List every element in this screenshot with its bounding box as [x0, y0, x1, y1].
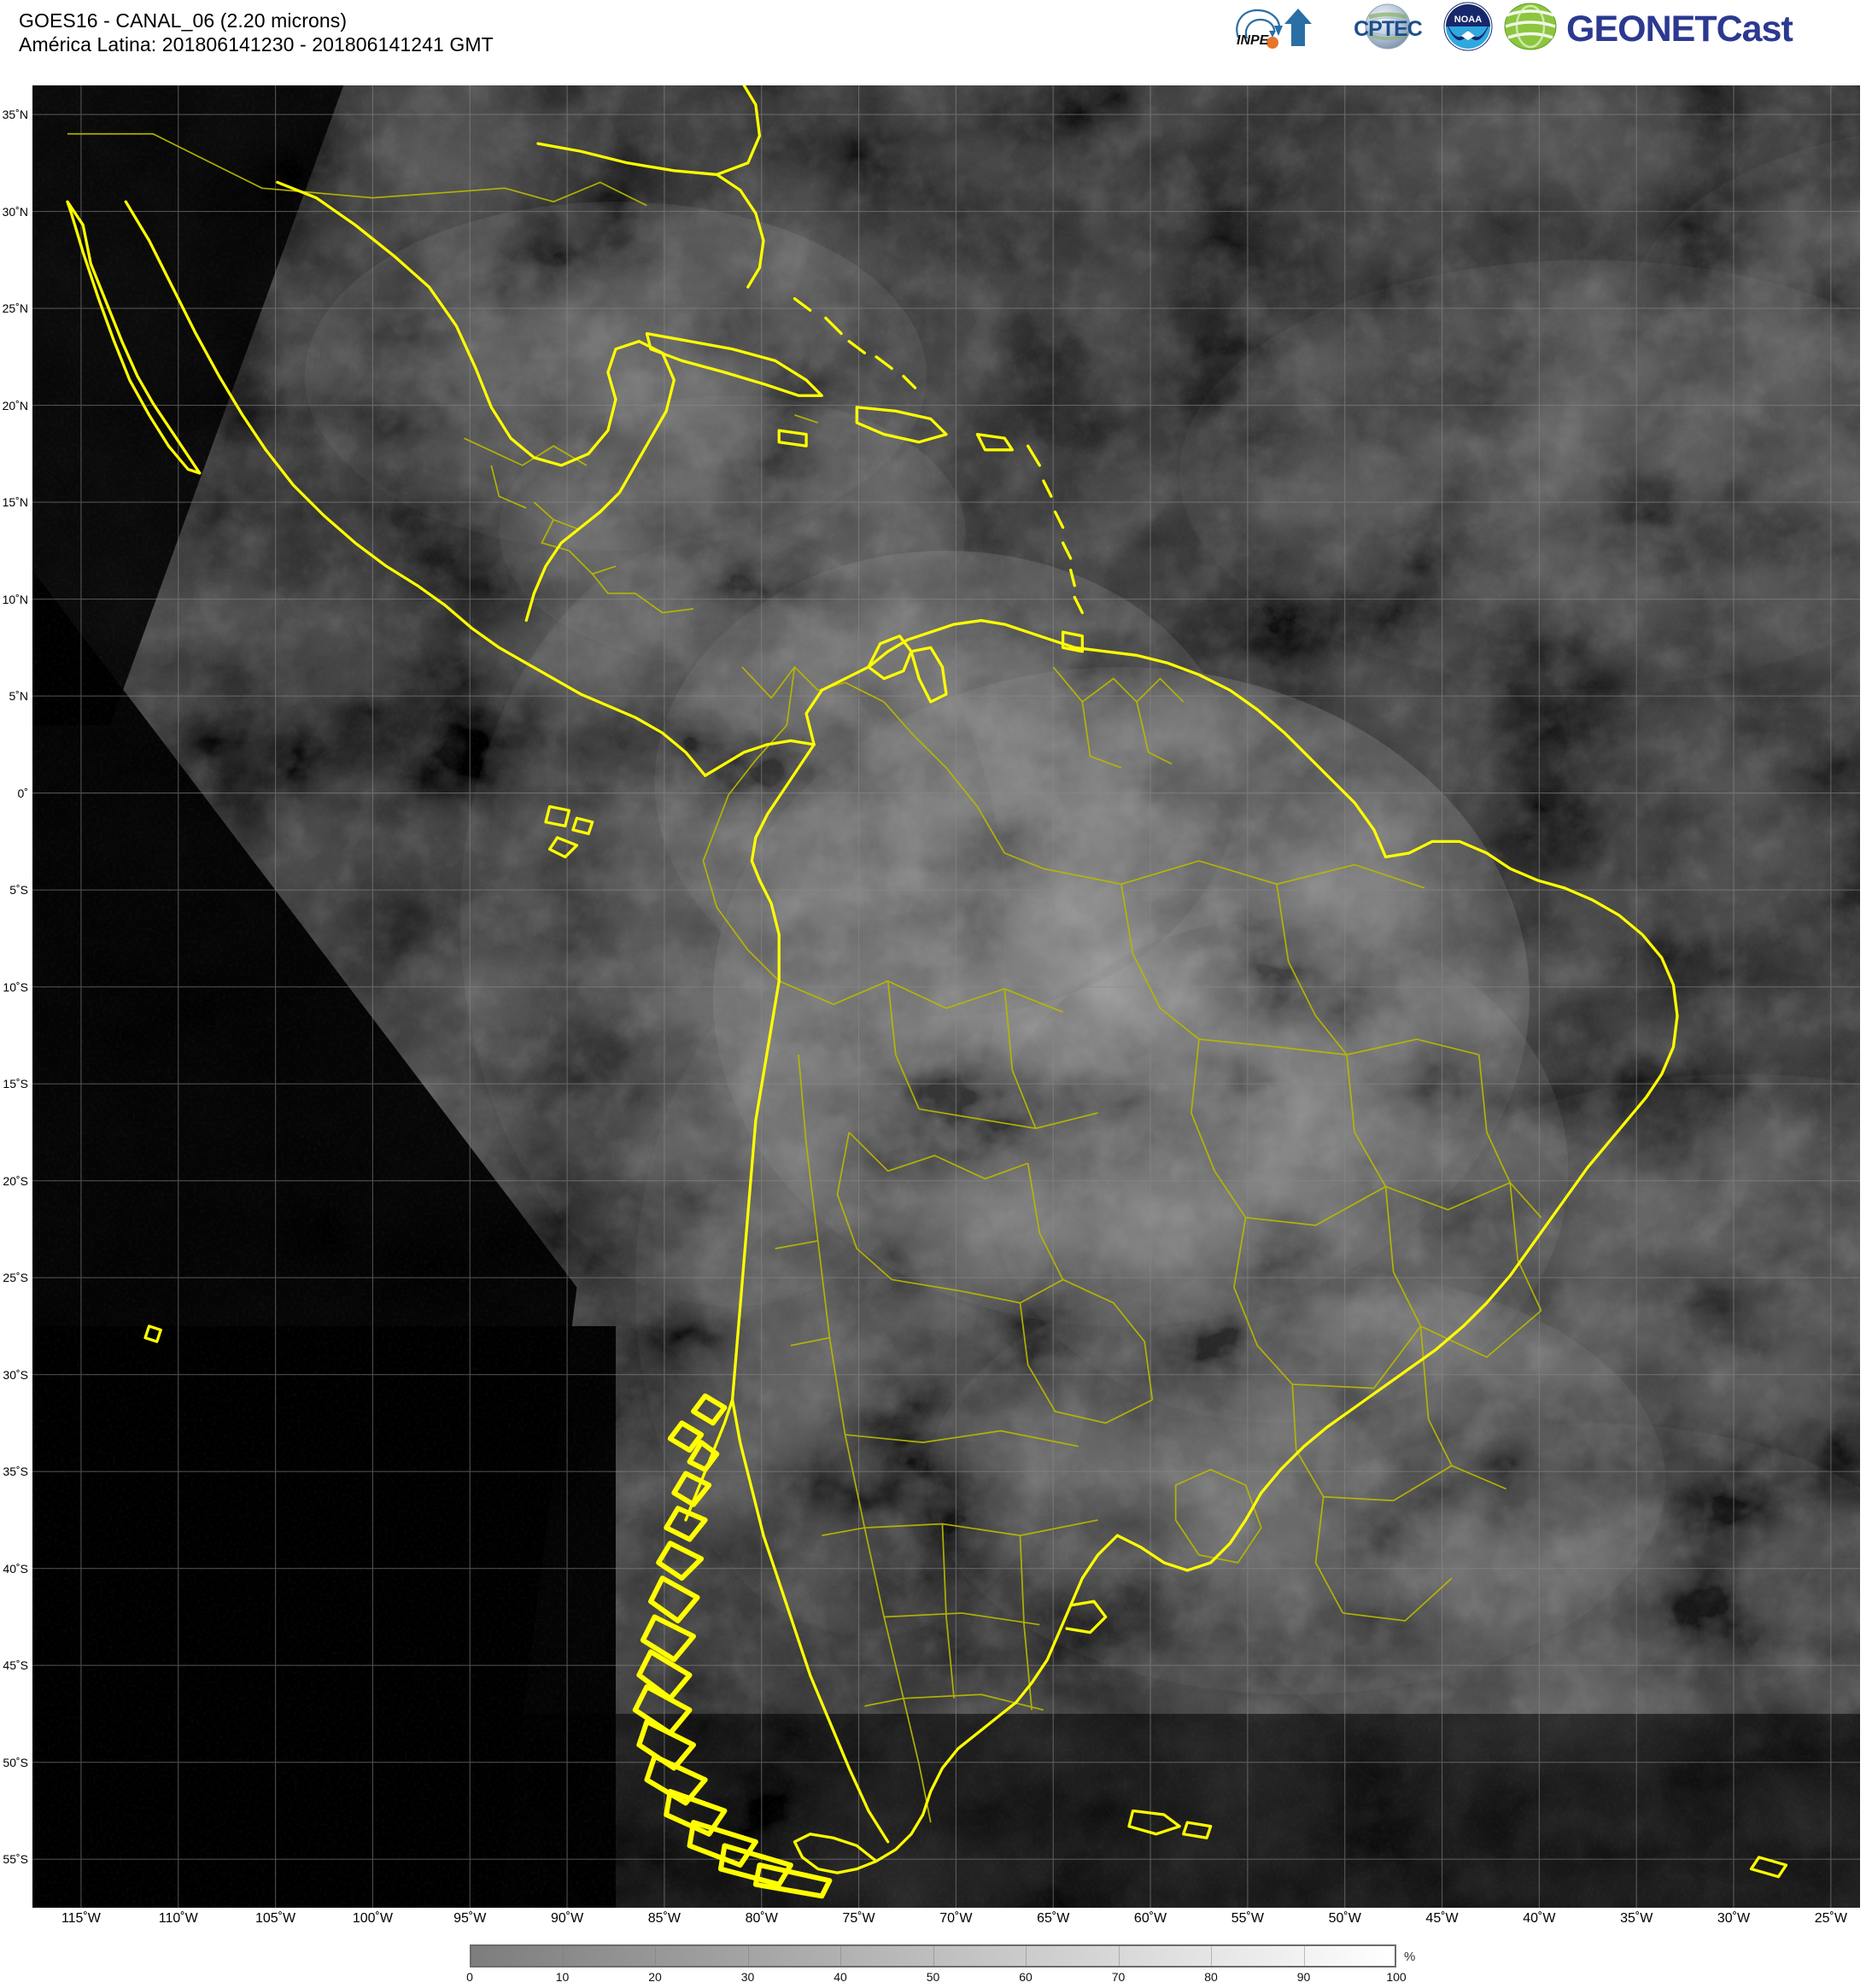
lon-tick-label: 110˚W: [158, 1911, 198, 1926]
lat-tick-label: 15˚S: [3, 1077, 28, 1091]
lon-tick-label: 115˚W: [61, 1911, 101, 1926]
lon-tick-label: 95˚W: [453, 1911, 487, 1926]
lon-tick-label: 50˚W: [1328, 1911, 1361, 1926]
product-title: GOES16 - CANAL_06 (2.20 microns): [19, 9, 348, 32]
colorbar-gridline: [562, 1946, 564, 1966]
colorbar-gridline: [1026, 1946, 1027, 1966]
lat-tick-label: 30˚S: [3, 1367, 28, 1382]
svg-text:NOAA: NOAA: [1454, 15, 1482, 25]
header-titles: GOES16 - CANAL_06 (2.20 microns) América…: [19, 9, 494, 56]
lon-tick-label: 65˚W: [1037, 1911, 1070, 1926]
colorbar-tick-label: 50: [926, 1970, 940, 1984]
colorbar-tick-label: 80: [1204, 1970, 1218, 1984]
lat-tick-label: 45˚S: [3, 1658, 28, 1673]
colorbar-tick-label: 100: [1386, 1970, 1407, 1984]
lat-tick-label: 40˚S: [3, 1561, 28, 1576]
colorbar-gridline: [655, 1946, 656, 1966]
lat-tick-label: 35˚N: [2, 108, 28, 122]
noaa-logo: NOAA: [1443, 2, 1493, 51]
lat-tick-label: 25˚S: [3, 1271, 28, 1285]
cptec-logo: CPTEC: [1354, 3, 1424, 50]
lon-tick-label: 45˚W: [1425, 1911, 1459, 1926]
logo-bar: INPE CPTEC NOAA: [1230, 2, 1869, 51]
colorbar-tick-label: 60: [1019, 1970, 1033, 1984]
colorbar-tick-label: 10: [555, 1970, 570, 1984]
lat-tick-label: 30˚N: [2, 204, 28, 219]
lon-tick-label: 35˚W: [1620, 1911, 1653, 1926]
lat-tick-label: 35˚S: [3, 1465, 28, 1479]
lon-tick-label: 105˚W: [255, 1911, 296, 1926]
geonetcast-logo: GEONETCast: [1504, 3, 1793, 50]
colorbar-gridline: [1118, 1946, 1120, 1966]
lat-tick-label: 15˚N: [2, 495, 28, 510]
svg-text:GEONETCast: GEONETCast: [1566, 9, 1793, 50]
lon-tick-label: 70˚W: [939, 1911, 973, 1926]
colorbar-gridline: [747, 1946, 749, 1966]
region-timestamp-title: América Latina: 201806141230 - 201806141…: [19, 33, 494, 56]
colorbar-tick-labels: 0 10 20 30 40 50 60 70 80 90 100: [466, 1970, 1407, 1987]
colorbar-tick-label: 30: [740, 1970, 755, 1984]
lat-tick-label: 10˚N: [2, 592, 28, 606]
colorbar-tick-label: 0: [466, 1970, 473, 1984]
lon-tick-label: 100˚W: [352, 1911, 393, 1926]
lat-tick-label: 20˚S: [3, 1173, 28, 1188]
colorbar-tick-label: 20: [648, 1970, 662, 1984]
svg-text:INPE: INPE: [1237, 33, 1270, 48]
lat-tick-label: 5˚S: [9, 883, 28, 898]
colorbar-gridline: [1211, 1946, 1212, 1966]
svg-text:CPTEC: CPTEC: [1354, 17, 1423, 41]
lon-tick-label: 60˚W: [1133, 1911, 1167, 1926]
colorbar-tick-label: 40: [834, 1970, 847, 1984]
colorbar-gridline: [1303, 1946, 1305, 1966]
longitude-axis: 115˚W 110˚W 105˚W 100˚W 95˚W 90˚W 85˚W 80˚W 75˚W…: [32, 1911, 1860, 1933]
political-borders: [67, 132, 1542, 1823]
colorbar-tick-label: 90: [1296, 1970, 1311, 1984]
colorbar-unit-label: %: [1404, 1950, 1416, 1964]
colorbar-gridline: [840, 1946, 841, 1966]
lat-tick-label: 20˚N: [2, 398, 28, 412]
satellite-map[interactable]: [32, 85, 1860, 1908]
lat-tick-label: 25˚N: [2, 301, 28, 316]
colorbar-gridline: [933, 1946, 934, 1966]
lon-tick-label: 90˚W: [550, 1911, 584, 1926]
lon-tick-label: 40˚W: [1523, 1911, 1556, 1926]
lat-tick-label: 50˚S: [3, 1755, 28, 1769]
colorbar-gradient: [470, 1944, 1396, 1968]
colorbar: [470, 1944, 1396, 1968]
inpe-logo: INPE: [1236, 9, 1312, 49]
colorbar-tick-label: 70: [1111, 1970, 1126, 1984]
coastlines: [66, 85, 1788, 1899]
lat-tick-label: 5˚N: [9, 689, 28, 704]
lon-tick-label: 80˚W: [745, 1911, 778, 1926]
lat-tick-label: 0˚: [17, 786, 28, 800]
lon-tick-label: 55˚W: [1231, 1911, 1264, 1926]
lon-tick-label: 75˚W: [842, 1911, 875, 1926]
latitude-axis: 35˚N 30˚N 25˚N 20˚N 15˚N 10˚N 5˚N 0˚ 5˚S 10˚S 15˚S…: [0, 85, 32, 1908]
lon-tick-label: 85˚W: [647, 1911, 682, 1926]
lon-tick-label: 30˚W: [1717, 1911, 1751, 1926]
lat-tick-label: 55˚S: [3, 1852, 28, 1867]
map-canvas: [32, 85, 1860, 1908]
lon-tick-label: 25˚W: [1814, 1911, 1847, 1926]
lat-tick-label: 10˚S: [3, 979, 28, 994]
